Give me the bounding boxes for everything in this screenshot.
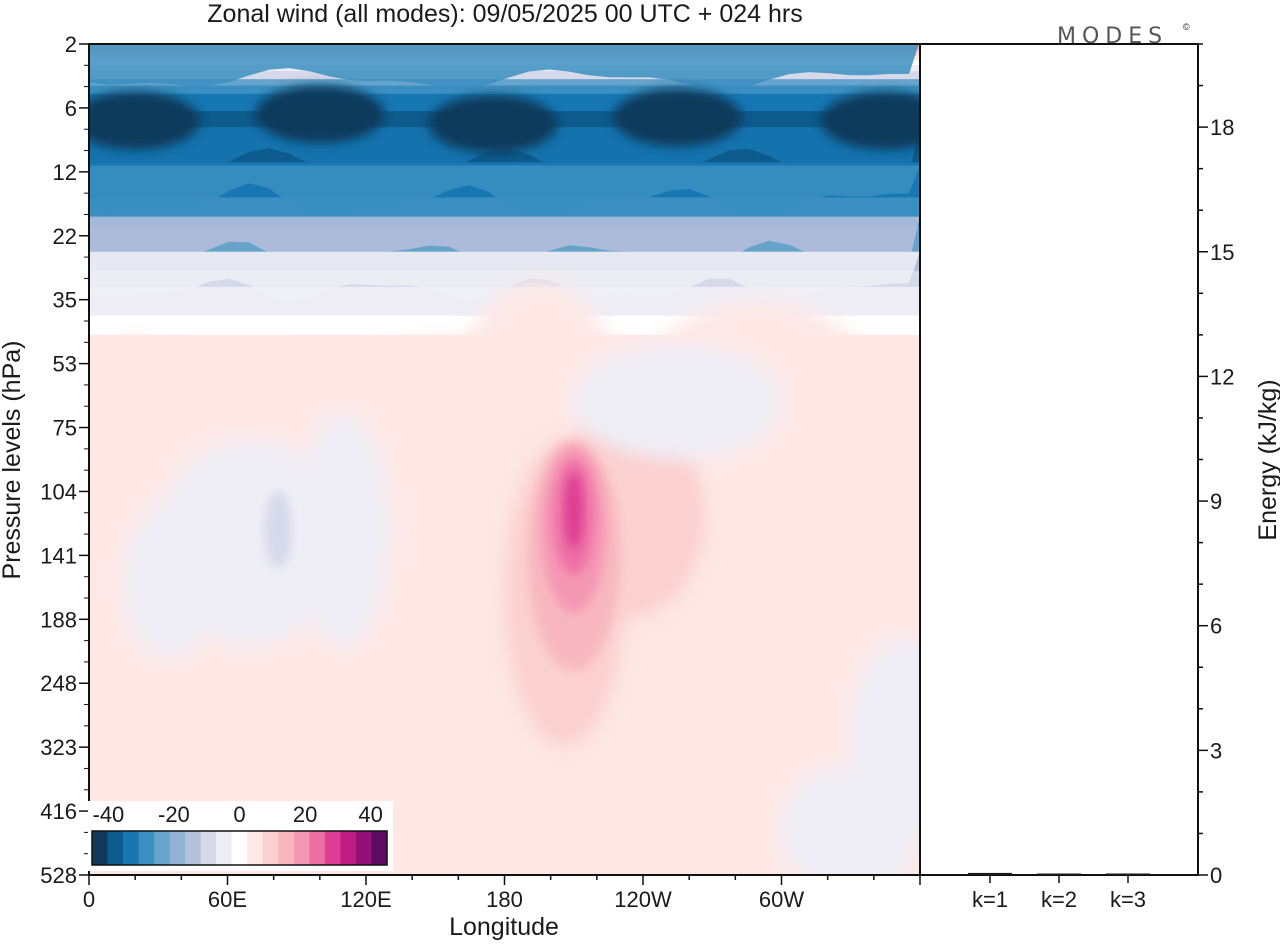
contour-feature xyxy=(296,414,390,645)
contour-feature xyxy=(428,95,558,153)
energy-panel-frame xyxy=(919,43,1199,876)
colorbar-ticks: -40 -20 0 20 40 xyxy=(93,802,383,827)
contour-feature xyxy=(89,338,182,492)
energy-axis-label: Energy (kJ/kg) xyxy=(1254,379,1280,540)
colorbar-tick-label: 0 xyxy=(233,802,245,827)
contour-feature xyxy=(781,766,920,875)
energy-tick-label: 15 xyxy=(1210,240,1234,265)
pressure-tick-label: 2 xyxy=(65,32,77,57)
contour-panel xyxy=(89,44,920,875)
energy-bar xyxy=(1106,873,1150,875)
pressure-tick-label: 6 xyxy=(65,96,77,121)
contour-band xyxy=(89,85,920,95)
colorbar-swatch xyxy=(262,831,279,865)
contour-feature xyxy=(255,85,385,144)
colorbar-swatch xyxy=(309,831,326,865)
longitude-axis: 0 60E 120E 180 120W 60W xyxy=(83,875,921,912)
colorbar-swatch xyxy=(185,831,202,865)
pressure-axis: 2 6 12 22 35 53 75 104 141 188 248 323 416 528 xyxy=(40,32,89,888)
chart-title: Zonal wind (all modes): 09/05/2025 00 UT… xyxy=(207,0,802,28)
energy-bar xyxy=(1037,873,1081,875)
longitude-tick-label: 60E xyxy=(208,887,247,912)
longitude-tick-label: 60W xyxy=(759,887,804,912)
colorbar-swatch xyxy=(293,831,310,865)
colorbar-swatch xyxy=(324,831,342,865)
colorbar-swatch xyxy=(138,831,155,865)
energy-category-labels: k=1 k=2 k=3 xyxy=(972,875,1146,912)
energy-tick-label: 0 xyxy=(1210,863,1222,888)
colorbar-swatch xyxy=(278,831,295,865)
longitude-tick-label: 120W xyxy=(614,887,672,912)
contour-feature xyxy=(264,491,293,569)
energy-tick-label: 18 xyxy=(1210,115,1234,140)
pressure-tick-label: 416 xyxy=(40,799,77,824)
colorbar-swatch xyxy=(355,831,373,865)
energy-axis: 0 3 6 9 12 15 18 xyxy=(1198,43,1234,888)
colorbar-tick-label: 40 xyxy=(358,802,382,827)
contour-band-edge xyxy=(89,44,919,91)
pressure-tick-label: 22 xyxy=(53,224,77,249)
contour-feature xyxy=(123,504,216,658)
colorbar-swatch xyxy=(107,831,124,865)
energy-tick-label: 12 xyxy=(1210,364,1234,389)
logo-copyright-mark: © xyxy=(1183,22,1190,32)
colorbar-swatch xyxy=(154,831,171,865)
energy-category-label: k=1 xyxy=(972,887,1008,912)
y-axis-label: Pressure levels (hPa) xyxy=(0,341,26,580)
pressure-tick-label: 35 xyxy=(53,288,77,313)
pressure-tick-label: 528 xyxy=(40,863,77,888)
energy-tick-label: 3 xyxy=(1210,738,1222,763)
longitude-tick-label: 120E xyxy=(340,887,391,912)
pressure-tick-label: 141 xyxy=(40,543,77,568)
pressure-tick-label: 248 xyxy=(40,671,77,696)
pressure-tick-label: 323 xyxy=(40,735,77,760)
colorbar-swatch xyxy=(340,831,357,865)
energy-category-label: k=3 xyxy=(1110,887,1146,912)
colorbar-swatch xyxy=(371,831,388,865)
pressure-tick-label: 53 xyxy=(53,352,77,377)
colorbar-swatch xyxy=(200,831,217,865)
pressure-tick-label: 104 xyxy=(40,479,77,504)
pressure-tick-label: 188 xyxy=(40,607,77,632)
colorbar-swatch xyxy=(92,831,109,865)
colorbar-swatch xyxy=(231,831,248,865)
longitude-tick-label: 180 xyxy=(486,887,523,912)
pressure-tick-label: 75 xyxy=(53,416,77,441)
energy-bar xyxy=(968,872,1012,875)
colorbar-swatch xyxy=(123,831,140,865)
x-axis-label: Longitude xyxy=(449,913,559,941)
colorbar-swatch xyxy=(247,831,264,865)
contour-band-edge xyxy=(89,165,920,224)
colorbar-tick-label: 20 xyxy=(293,802,317,827)
energy-tick-label: 6 xyxy=(1210,614,1222,639)
contour-band-edge xyxy=(89,251,920,303)
contour-feature xyxy=(613,88,743,147)
energy-category-label: k=2 xyxy=(1041,887,1077,912)
contour-feature xyxy=(89,91,200,150)
colorbar-swatch xyxy=(169,831,186,865)
colorbar-frame xyxy=(91,830,388,866)
colorbar-swatch xyxy=(216,831,233,865)
pressure-tick-label: 12 xyxy=(53,160,77,185)
energy-tick-label: 9 xyxy=(1210,489,1222,514)
energy-bars xyxy=(968,872,1150,875)
colorbar-swatches xyxy=(92,831,388,865)
contour-band xyxy=(89,79,920,87)
colorbar-tick-label: -40 xyxy=(93,802,125,827)
colorbar: -40 -20 0 20 40 xyxy=(88,801,393,871)
contour-feature xyxy=(564,472,583,549)
longitude-tick-label: 0 xyxy=(83,887,95,912)
contour-features xyxy=(89,85,920,875)
contour-feature xyxy=(573,344,782,460)
contour-feature xyxy=(820,91,920,150)
colorbar-tick-label: -20 xyxy=(158,802,190,827)
